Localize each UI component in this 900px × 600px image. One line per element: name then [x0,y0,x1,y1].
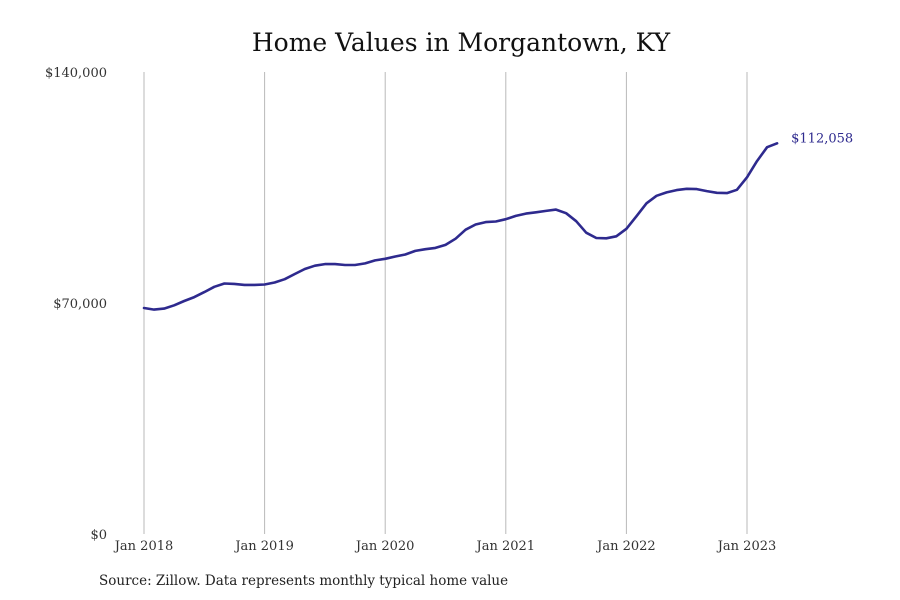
series-line [142,142,779,311]
x-tick-label: Jan 2023 [716,539,777,554]
y-tick-label: $0 [90,528,107,543]
x-tick-label: Jan 2022 [595,539,656,554]
x-tick-label: Jan 2021 [475,539,536,554]
source-note: Source: Zillow. Data represents monthly … [99,573,508,589]
y-axis: $0 $70,000 $140,000 [45,66,107,543]
gridlines [143,72,748,534]
x-axis: Jan 2018 Jan 2019 Jan 2020 Jan 2021 Jan 2022… [113,539,777,554]
chart-title: Home Values in Morgantown, KY [252,28,671,57]
x-tick-label: Jan 2019 [233,539,294,554]
y-tick-label: $70,000 [53,297,107,312]
end-value-label: $112,058 [791,131,853,146]
series-layer: $112,058 [142,131,853,311]
x-tick-label: Jan 2018 [113,539,174,554]
x-tick-label: Jan 2020 [354,539,415,554]
y-tick-label: $140,000 [45,66,107,81]
